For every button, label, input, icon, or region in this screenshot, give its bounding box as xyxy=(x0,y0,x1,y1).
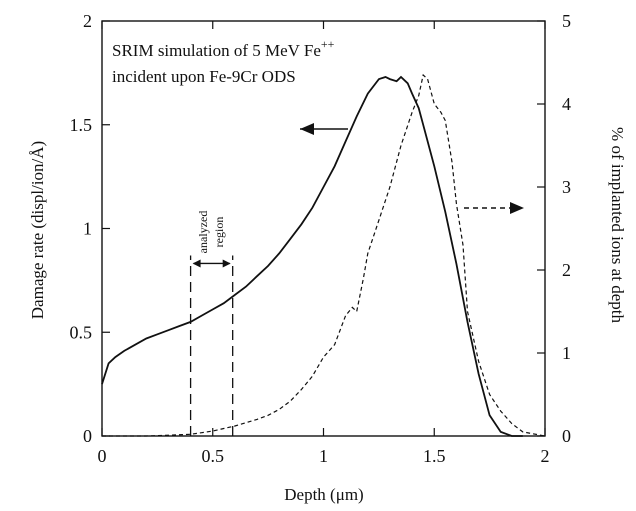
right-y-tick-label: 4 xyxy=(562,94,571,114)
left-y-tick-label: 1.5 xyxy=(70,115,93,135)
right-y-tick-label: 5 xyxy=(562,11,571,31)
analyzed-region-label-line1: analyzed xyxy=(196,211,210,254)
damage-rate-line xyxy=(101,75,523,437)
chart-title-line1: SRIM simulation of 5 MeV Fe++ xyxy=(112,37,335,60)
right-y-tick-label: 2 xyxy=(562,260,571,280)
left-y-tick-label: 0.5 xyxy=(70,322,93,342)
x-tick-label: 0.5 xyxy=(202,446,225,466)
x-tick-label: 1 xyxy=(319,446,328,466)
left-y-tick-label: 1 xyxy=(83,219,92,239)
implanted-ions-line xyxy=(102,73,546,437)
right-y-axis-label: % of implanted ions at depth xyxy=(608,127,627,323)
right-y-tick-label: 3 xyxy=(562,177,571,197)
annotations: SRIM simulation of 5 MeV Fe++ incident u… xyxy=(28,37,627,504)
left-y-tick-label: 0 xyxy=(83,426,92,446)
right-y-tick-label: 0 xyxy=(562,426,571,446)
x-tick-label: 0 xyxy=(98,446,107,466)
right-y-tick-label: 1 xyxy=(562,343,571,363)
left-y-tick-label: 2 xyxy=(83,11,92,31)
x-tick-label: 1.5 xyxy=(423,446,446,466)
x-axis-label: Depth (μm) xyxy=(284,485,363,504)
chart-title-line2: incident upon Fe-9Cr ODS xyxy=(112,67,296,86)
series-group xyxy=(101,73,546,437)
x-tick-label: 2 xyxy=(541,446,550,466)
region-span-arrowhead-right xyxy=(222,259,231,268)
region-span-arrowhead-left xyxy=(192,259,201,268)
analyzed-region-label-line2: region xyxy=(212,217,226,248)
left-axis-arrowhead xyxy=(300,123,314,135)
right-axis-arrowhead xyxy=(510,202,524,214)
left-y-axis-label: Damage rate (displ/ion/Å) xyxy=(28,141,47,319)
